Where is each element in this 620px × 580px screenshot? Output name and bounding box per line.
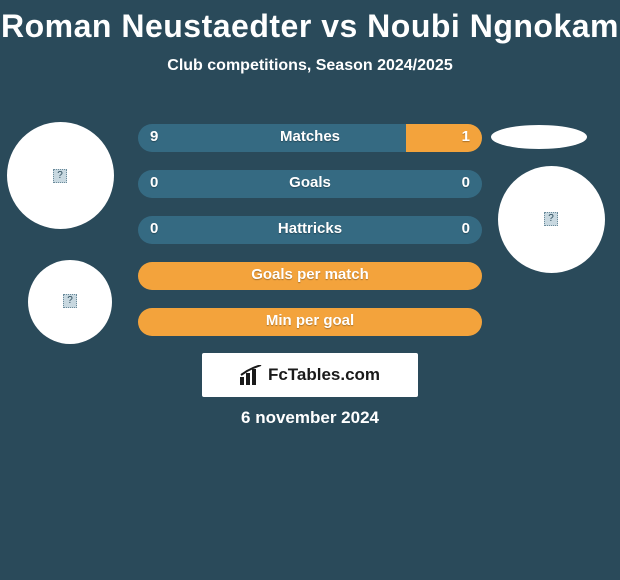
bar-label: Goals per match	[138, 266, 482, 283]
stat-row: Goals0 0	[138, 170, 482, 198]
date-text: 6 november 2024	[0, 408, 620, 428]
source-badge: FcTables.com	[202, 353, 418, 397]
source-text: FcTables.com	[268, 365, 380, 385]
stat-row: Goals per match	[138, 262, 482, 290]
stat-row: Matches9 1	[138, 124, 482, 152]
player-right-ellipse	[491, 125, 587, 149]
page-subtitle: Club competitions, Season 2024/2025	[0, 57, 620, 75]
bar-value-left: 0	[150, 220, 158, 237]
bar-value-right: 0	[462, 174, 470, 191]
stat-row: Hattricks0 0	[138, 216, 482, 244]
bar-value-left: 0	[150, 174, 158, 191]
bar-label: Min per goal	[138, 312, 482, 329]
bar-value-left: 9	[150, 128, 158, 145]
bar-value-right: 1	[462, 128, 470, 145]
placeholder-icon: ?	[544, 212, 558, 226]
chart-icon	[240, 365, 262, 385]
stat-row: Min per goal	[138, 308, 482, 336]
bar-label: Hattricks	[138, 220, 482, 237]
bar-value-right: 0	[462, 220, 470, 237]
bar-label: Matches	[138, 128, 482, 145]
placeholder-icon: ?	[53, 169, 67, 183]
placeholder-icon: ?	[63, 294, 77, 308]
bar-label: Goals	[138, 174, 482, 191]
page-title: Roman Neustaedter vs Noubi Ngnokam	[0, 0, 620, 45]
